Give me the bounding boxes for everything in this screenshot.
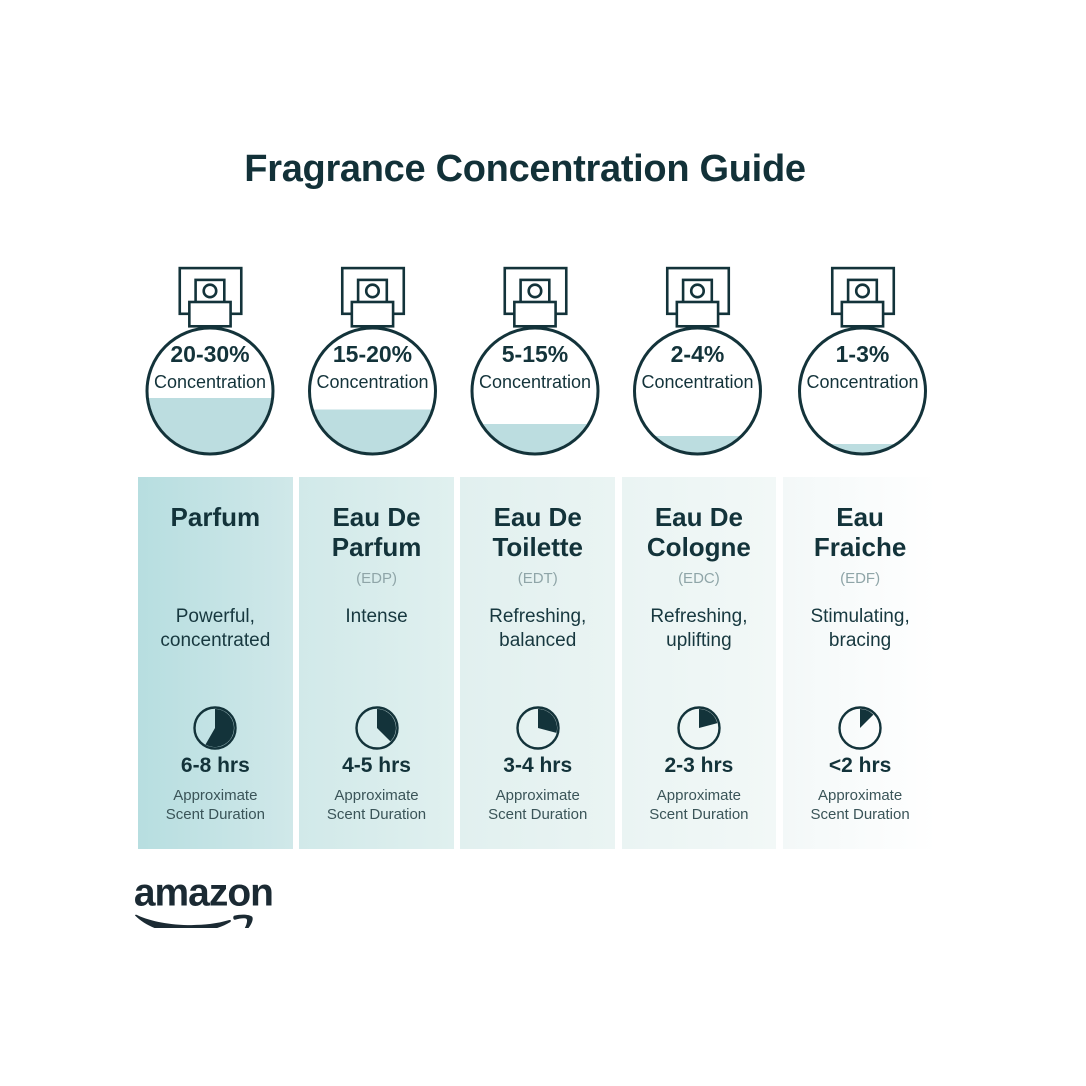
svg-text:5-15%: 5-15% — [502, 341, 568, 367]
svg-text:2-4%: 2-4% — [671, 341, 725, 367]
svg-text:1-3%: 1-3% — [836, 341, 890, 367]
svg-text:Concentration: Concentration — [479, 372, 591, 392]
svg-text:Concentration: Concentration — [154, 372, 266, 392]
svg-text:amazon: amazon — [134, 872, 273, 915]
svg-text:Concentration: Concentration — [316, 372, 428, 392]
svg-text:Concentration: Concentration — [641, 372, 753, 392]
svg-text:20-30%: 20-30% — [170, 341, 249, 367]
svg-text:15-20%: 15-20% — [333, 341, 412, 367]
svg-text:Concentration: Concentration — [806, 372, 918, 392]
